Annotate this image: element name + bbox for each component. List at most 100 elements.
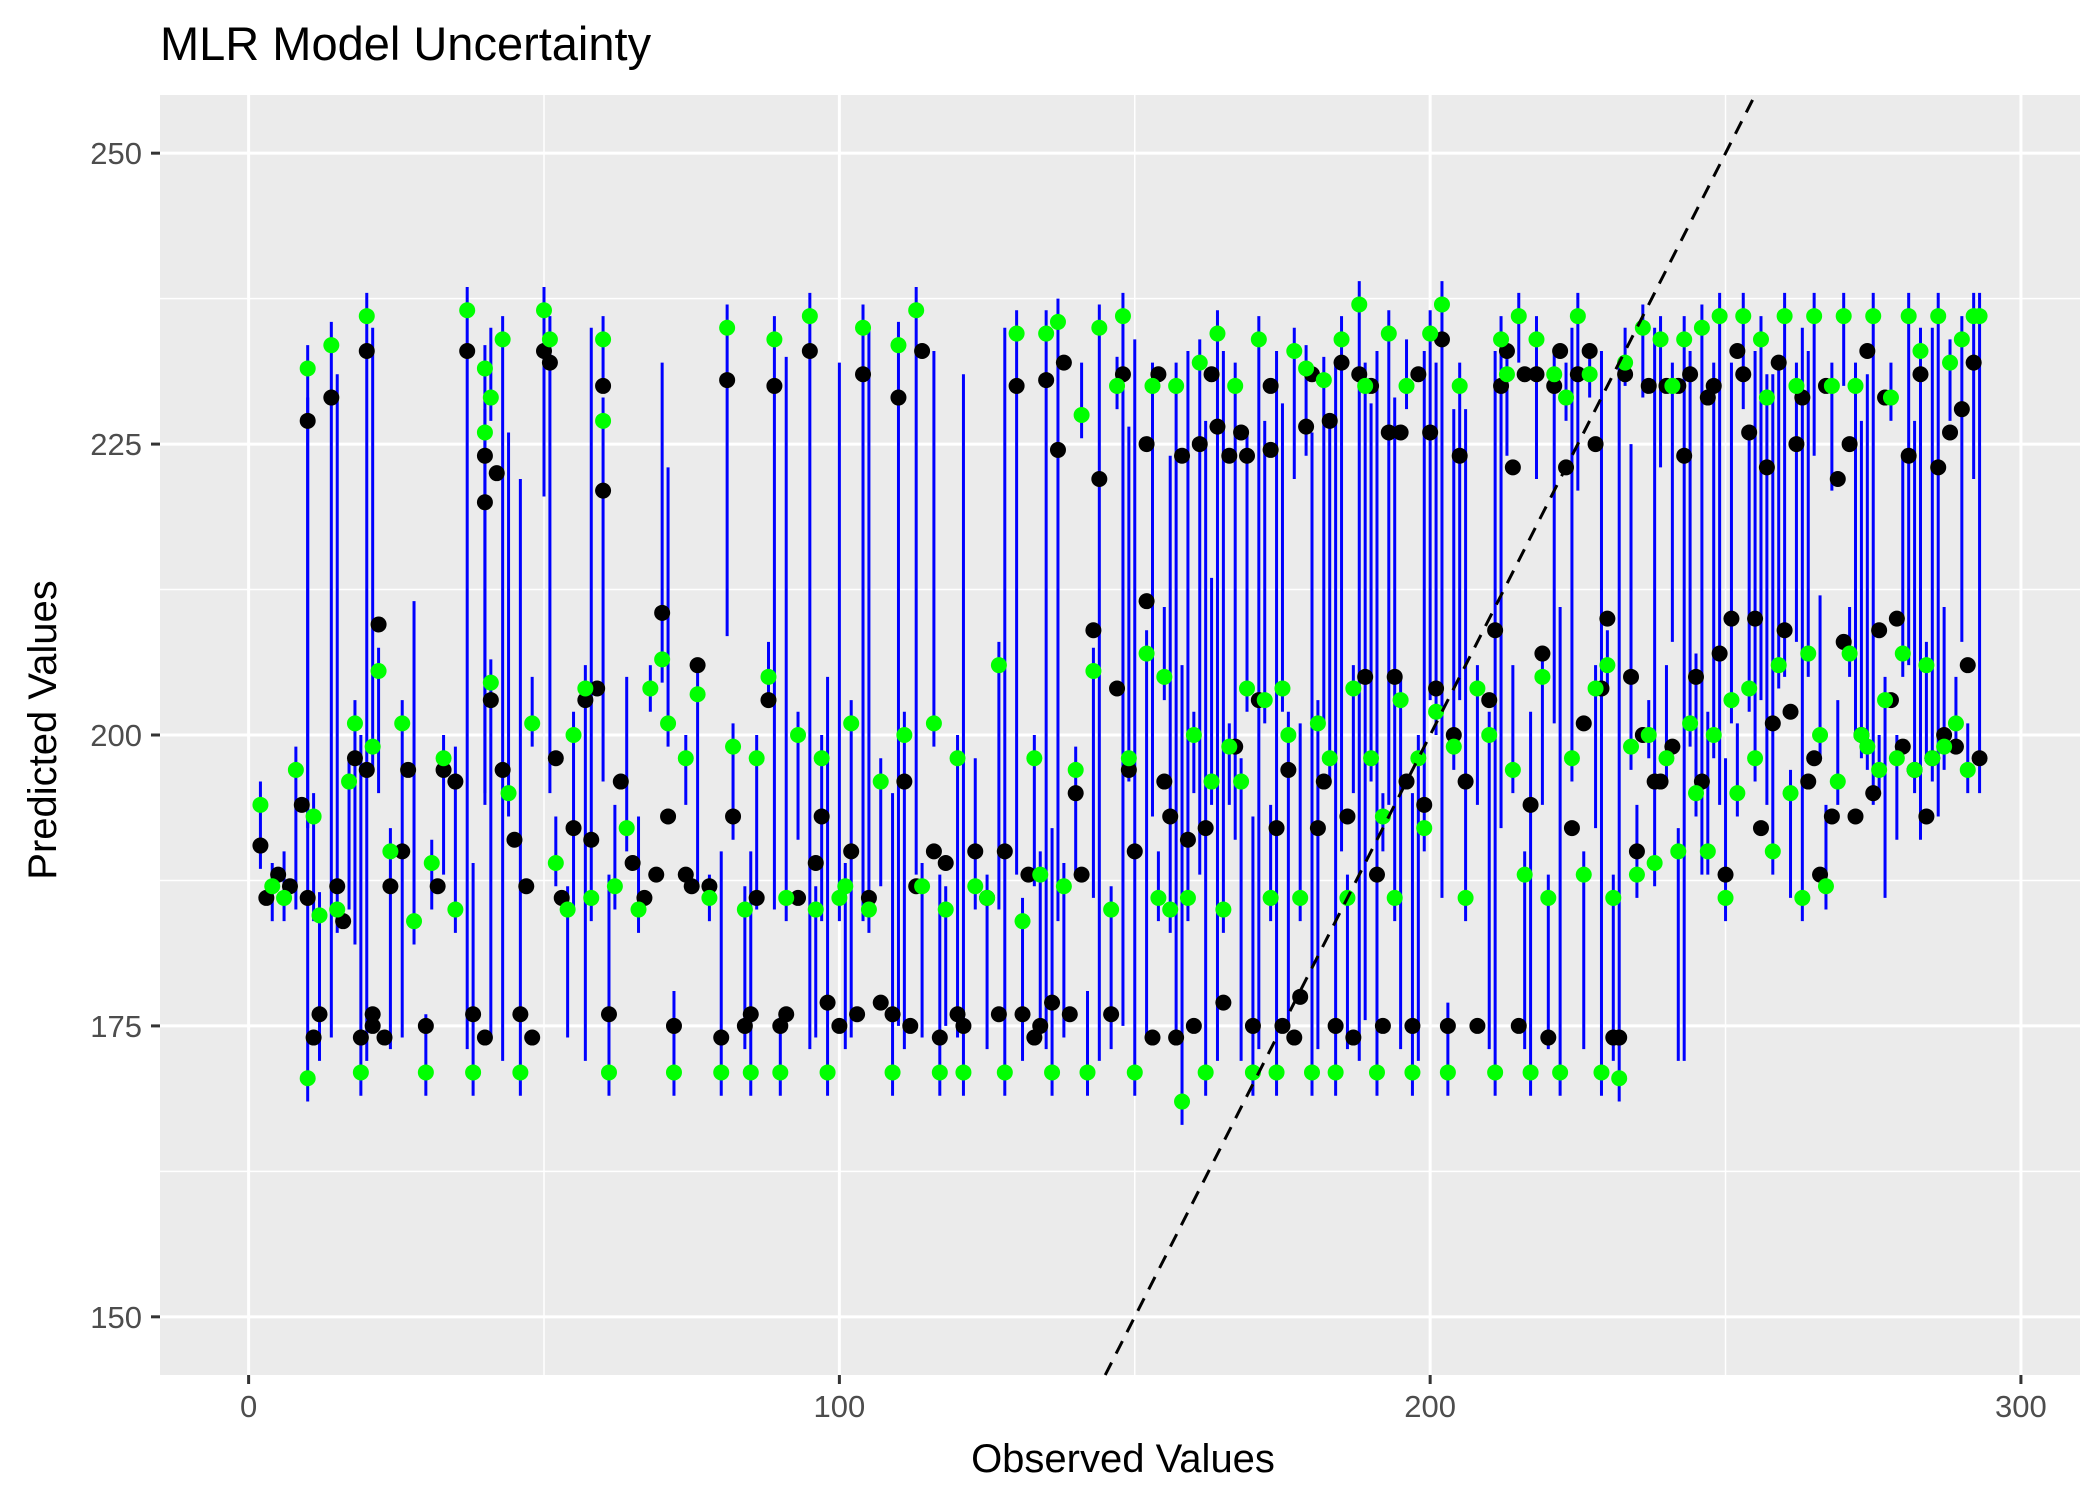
black-point [1067, 785, 1084, 802]
green-point [287, 761, 304, 778]
black-point [465, 1006, 482, 1023]
black-point [1032, 1017, 1049, 1034]
black-point [1233, 424, 1250, 441]
green-point [1522, 1064, 1539, 1081]
black-point [884, 1006, 901, 1023]
green-point [1321, 750, 1338, 767]
green-point [1752, 331, 1769, 348]
black-point [583, 831, 600, 848]
black-point [1120, 761, 1137, 778]
green-point [1038, 325, 1055, 342]
green-point [476, 360, 493, 377]
green-point [536, 302, 552, 319]
green-point [1776, 308, 1793, 325]
green-point [660, 715, 677, 732]
black-point [1516, 366, 1533, 383]
black-point [742, 1006, 759, 1023]
black-point [1280, 761, 1297, 778]
black-point [589, 680, 606, 697]
black-point [1209, 418, 1226, 435]
black-point [1298, 418, 1315, 435]
green-point [500, 785, 517, 802]
black-point [1859, 343, 1876, 359]
green-point [748, 750, 765, 767]
black-point [494, 761, 511, 778]
black-point [1368, 866, 1385, 883]
green-point [813, 750, 830, 767]
black-point [1357, 668, 1374, 685]
green-point [299, 360, 316, 377]
black-point [1747, 610, 1764, 627]
green-point [577, 680, 594, 697]
black-point [1711, 645, 1728, 662]
black-point [1268, 820, 1285, 837]
green-point [979, 889, 996, 906]
y-tick-label: 175 [90, 1009, 142, 1044]
green-point [459, 302, 476, 319]
black-point [1439, 1017, 1456, 1034]
green-point [1138, 645, 1155, 662]
y-axis-title: Predicted Values [21, 580, 65, 879]
green-point [1823, 377, 1840, 394]
green-point [1191, 354, 1208, 371]
black-point [713, 1029, 730, 1046]
green-point [1593, 1064, 1610, 1081]
green-point [1788, 377, 1805, 394]
black-point [1085, 622, 1102, 639]
green-point [990, 657, 1007, 674]
green-point [1959, 761, 1976, 778]
green-point [1652, 331, 1669, 348]
green-point [896, 727, 913, 743]
black-point [358, 761, 375, 778]
black-point [541, 354, 558, 371]
black-point [1416, 796, 1433, 813]
green-point [1044, 1064, 1061, 1081]
green-point [1197, 1064, 1214, 1081]
black-point [329, 878, 346, 895]
green-point [1829, 773, 1846, 790]
green-point [1309, 715, 1326, 732]
green-point [541, 331, 558, 348]
black-point [1752, 820, 1769, 837]
black-point [1563, 820, 1580, 837]
black-point [1829, 471, 1846, 487]
x-axis-title: Observed Values [971, 1437, 1275, 1481]
black-point [1073, 866, 1090, 883]
black-point [1185, 1017, 1202, 1034]
black-point [417, 1017, 434, 1034]
black-point [1717, 866, 1734, 883]
green-point [1504, 761, 1521, 778]
black-point [1528, 366, 1545, 383]
chart-title: MLR Model Uncertainty [160, 17, 652, 70]
black-point [1445, 727, 1462, 743]
green-point [1871, 761, 1888, 778]
y-tick-label: 225 [90, 427, 142, 462]
green-point [1174, 1093, 1191, 1110]
black-point [565, 820, 582, 837]
major-gridlines [160, 95, 2080, 1375]
green-point [482, 674, 499, 691]
black-point [1865, 785, 1882, 802]
green-point [819, 1064, 836, 1081]
green-point [1233, 773, 1250, 790]
black-point [1380, 424, 1397, 441]
green-point [1552, 1064, 1569, 1081]
black-point [896, 773, 913, 790]
green-point [996, 1064, 1013, 1081]
black-point [925, 843, 942, 860]
black-point [1522, 796, 1539, 813]
black-point [435, 761, 452, 778]
green-point [1410, 750, 1427, 767]
black-point [1847, 808, 1864, 825]
green-point [1859, 738, 1876, 755]
green-point [1457, 889, 1474, 906]
black-point [1487, 622, 1504, 639]
black-point [1965, 354, 1982, 371]
green-point [778, 889, 795, 906]
black-point [1735, 366, 1752, 383]
green-point [1758, 389, 1775, 406]
black-point [1930, 459, 1947, 476]
black-point [1197, 820, 1214, 837]
black-point [665, 1017, 682, 1034]
black-point [1823, 808, 1840, 825]
